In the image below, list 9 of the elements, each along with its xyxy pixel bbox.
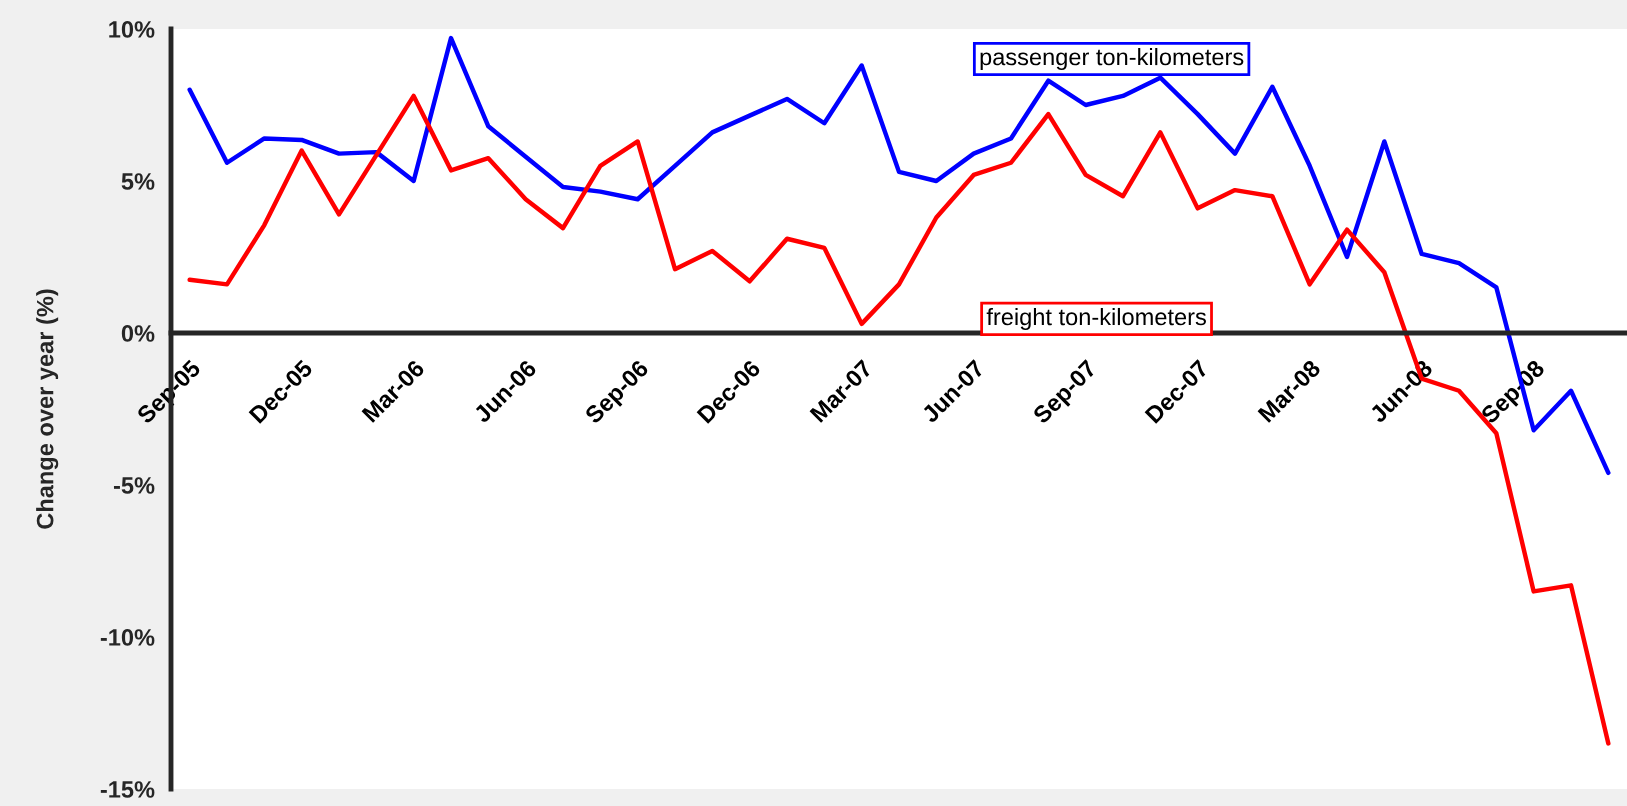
y-tick-label: 0%: [121, 325, 155, 342]
y-tick-label: -15%: [100, 781, 155, 798]
y-axis-title: Change over year (%): [36, 289, 59, 529]
text: freight ton-kilometers: [986, 307, 1206, 330]
y-tick-label: 10%: [109, 21, 155, 38]
y-tick-label: -10%: [100, 629, 155, 646]
series-label: passenger ton-kilometers: [980, 48, 1244, 71]
y-tick-label: 5%: [121, 173, 155, 190]
y-tick-label: -5%: [113, 477, 155, 494]
